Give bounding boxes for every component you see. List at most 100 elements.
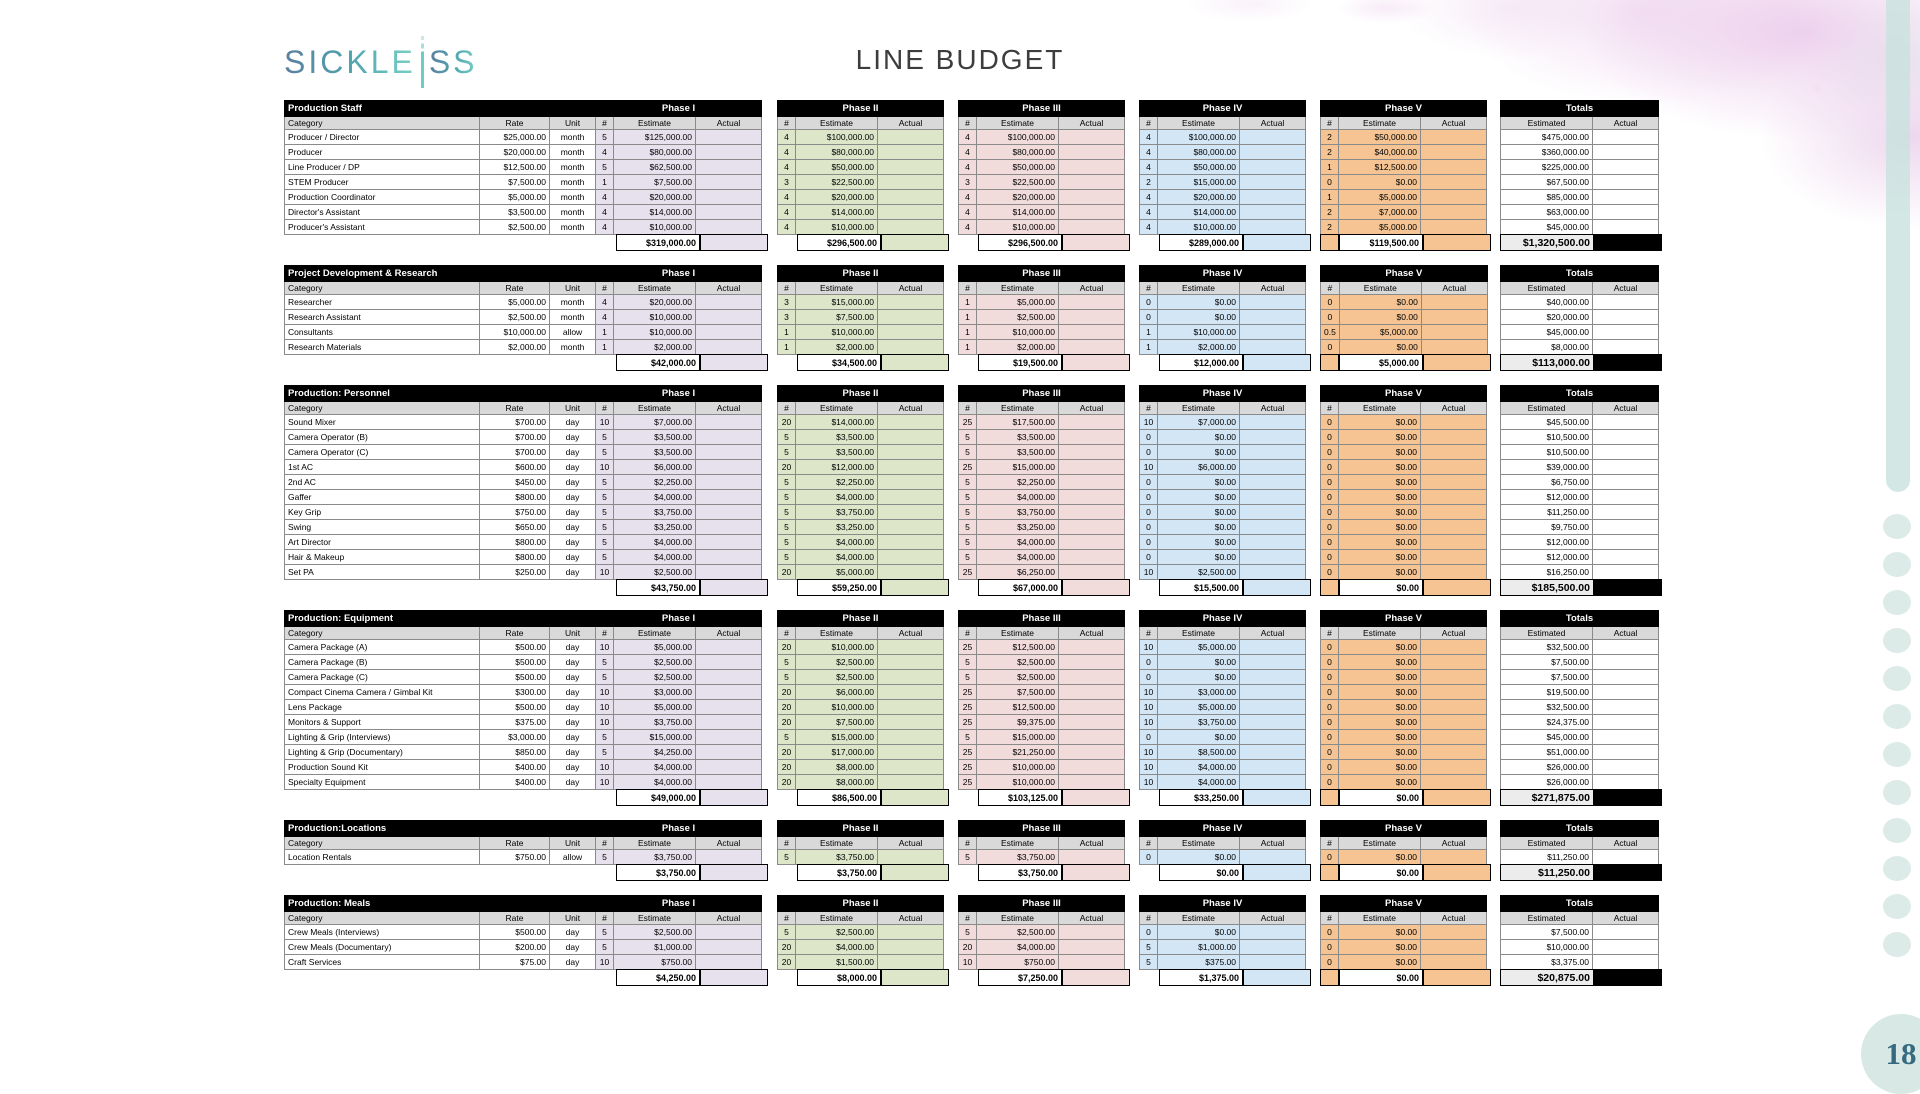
table-row: 20 $8,000.00 — [777, 774, 944, 790]
column-header: Rate — [479, 401, 550, 415]
count-cell: 0 — [1320, 174, 1339, 190]
table-row: 0 $0.00 — [1320, 639, 1487, 655]
total-estimated-cell: $7,500.00 — [1500, 654, 1593, 670]
actual-cell — [1058, 429, 1125, 445]
actual-cell — [695, 324, 762, 340]
totals-header: Totals — [1500, 895, 1659, 912]
table-row: 2nd AC $450.00 day 5 $2,250.00 — [284, 474, 762, 490]
phase-subtotal: $0.00 — [1320, 864, 1491, 881]
table-row: Lighting & Grip (Interviews) $3,000.00 day… — [284, 729, 762, 745]
edge-bar-decoration — [1886, 0, 1910, 492]
rate-cell: $400.00 — [479, 774, 550, 790]
column-header: Actual — [1592, 836, 1659, 850]
sickless-logo: SICKLE SS — [284, 36, 478, 88]
total-estimated-cell: $45,500.00 — [1500, 414, 1593, 430]
rate-cell: $2,000.00 — [479, 339, 550, 355]
column-header: Actual — [1239, 281, 1306, 295]
estimate-cell: $20,000.00 — [613, 189, 696, 205]
count-cell: 10 — [1139, 744, 1158, 760]
rate-cell: $25,000.00 — [479, 129, 550, 145]
table-row: 5 $375.00 — [1139, 954, 1306, 970]
estimate-cell: $4,000.00 — [795, 489, 878, 505]
count-cell: 0 — [1320, 474, 1339, 490]
category-cell: Research Materials — [284, 339, 480, 355]
phase-total-actual — [1423, 234, 1491, 251]
unit-cell: day — [549, 939, 596, 955]
table-row: 4 $80,000.00 — [777, 144, 944, 160]
decorative-dot — [1883, 818, 1911, 843]
decorative-dot — [1883, 780, 1911, 805]
total-estimated-cell: $39,000.00 — [1500, 459, 1593, 475]
estimate-cell: $0.00 — [1338, 414, 1421, 430]
table-row: 1 $2,000.00 — [1139, 339, 1306, 355]
column-header: Actual — [1058, 911, 1125, 925]
total-estimated-cell: $7,500.00 — [1500, 669, 1593, 685]
count-cell: 5 — [777, 849, 796, 865]
total-actual-cell — [1592, 549, 1659, 565]
phase-total-actual — [1062, 864, 1130, 881]
actual-cell — [1420, 189, 1487, 205]
table-row: 5 $2,250.00 — [777, 474, 944, 490]
column-header: Estimate — [1338, 401, 1421, 415]
actual-cell — [1058, 324, 1125, 340]
phase-table: Phase II # Estimate Actual 20 $10,000.00 5 $2,5… — [777, 610, 944, 790]
table-row: $24,375.00 — [1500, 714, 1659, 730]
unit-cell: day — [549, 954, 596, 970]
actual-cell — [877, 339, 944, 355]
phase-subtotal: $5,000.00 — [1320, 354, 1491, 371]
table-row: $20,000.00 — [1500, 309, 1659, 325]
table-row: 0 $0.00 — [1139, 729, 1306, 745]
table-row: 0 $0.00 — [1320, 444, 1487, 460]
table-row: 0 $0.00 — [1320, 954, 1487, 970]
actual-cell — [695, 414, 762, 430]
table-row: 4 $10,000.00 — [777, 219, 944, 235]
table-row: Producer's Assistant $2,500.00 month 4 $10,0… — [284, 219, 762, 235]
count-cell: 1 — [958, 339, 977, 355]
actual-cell — [1420, 489, 1487, 505]
totals-header: Totals — [1500, 100, 1659, 117]
table-row: Camera Package (B) $500.00 day 5 $2,500.00 — [284, 654, 762, 670]
estimate-cell: $3,750.00 — [613, 714, 696, 730]
actual-cell — [1239, 339, 1306, 355]
rate-cell: $3,500.00 — [479, 204, 550, 220]
estimate-cell: $12,500.00 — [976, 699, 1059, 715]
estimate-cell: $12,000.00 — [795, 459, 878, 475]
estimate-cell: $20,000.00 — [976, 189, 1059, 205]
actual-cell — [1239, 129, 1306, 145]
column-header: Actual — [1239, 911, 1306, 925]
total-estimated-cell: $19,500.00 — [1500, 684, 1593, 700]
total-estimated-cell: $10,000.00 — [1500, 939, 1593, 955]
table-row: $360,000.00 — [1500, 144, 1659, 160]
column-header: Actual — [695, 116, 762, 130]
count-cell: 10 — [595, 684, 614, 700]
actual-cell — [1058, 144, 1125, 160]
table-row: 0 $0.00 — [1320, 564, 1487, 580]
estimate-cell: $2,500.00 — [613, 564, 696, 580]
column-header: # — [777, 401, 796, 415]
totals-header: Totals — [1500, 820, 1659, 837]
table-row: Researcher $5,000.00 month 4 $20,000.00 — [284, 294, 762, 310]
logo-text-right: SS — [428, 43, 478, 80]
count-cell: 3 — [958, 174, 977, 190]
estimate-cell: $5,000.00 — [613, 639, 696, 655]
count-cell: 4 — [958, 204, 977, 220]
column-header: Estimated — [1500, 401, 1593, 415]
estimate-cell: $0.00 — [1338, 294, 1422, 310]
grand-total-actual — [1594, 579, 1662, 596]
table-row: $32,500.00 — [1500, 699, 1659, 715]
actual-cell — [1239, 459, 1306, 475]
actual-cell — [1239, 669, 1306, 685]
phase-header: Phase II — [777, 895, 944, 912]
actual-cell — [877, 519, 944, 535]
category-cell: Crew Meals (Documentary) — [284, 939, 480, 955]
estimate-cell: $20,000.00 — [795, 189, 878, 205]
phase-total-actual — [700, 969, 768, 986]
estimate-cell: $3,750.00 — [976, 504, 1059, 520]
total-actual-cell — [1592, 339, 1659, 355]
count-cell: 4 — [777, 189, 796, 205]
actual-cell — [1058, 549, 1125, 565]
actual-cell — [1239, 759, 1306, 775]
phase-total-estimate: $4,250.00 — [616, 969, 700, 986]
category-cell: Location Rentals — [284, 849, 480, 865]
column-header: Unit — [549, 911, 596, 925]
